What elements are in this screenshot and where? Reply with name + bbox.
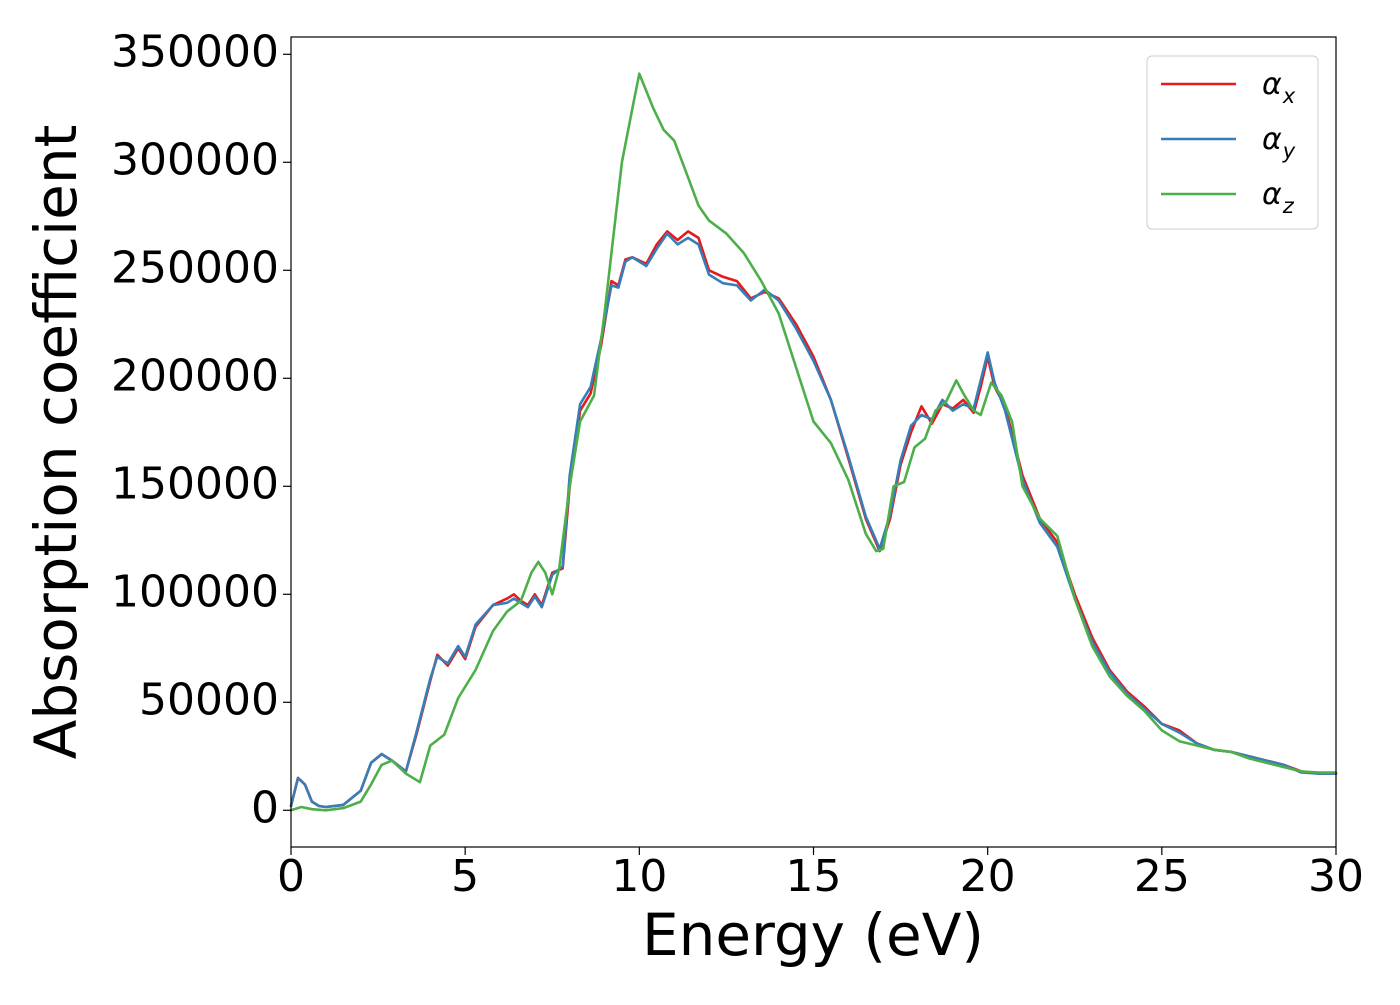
x-tick-label: 0 bbox=[277, 851, 305, 902]
x-axis-title: Energy (eV) bbox=[642, 901, 984, 969]
y-axis-ticks: 0 50000 100000 150000 200000 250000 300000 3500… bbox=[111, 26, 291, 833]
y-tick-label: 250000 bbox=[111, 242, 279, 293]
x-tick-label: 15 bbox=[786, 851, 842, 902]
y-tick-label: 50000 bbox=[139, 674, 279, 725]
x-tick-label: 25 bbox=[1134, 851, 1190, 902]
x-tick-label: 30 bbox=[1308, 851, 1364, 902]
series-line-x bbox=[289, 230, 1338, 809]
x-tick-label: 5 bbox=[451, 851, 479, 902]
x-tick-label: 10 bbox=[611, 851, 667, 902]
y-tick-label: 300000 bbox=[111, 134, 279, 185]
y-tick-label: 350000 bbox=[111, 26, 279, 77]
x-tick-label: 20 bbox=[960, 851, 1016, 902]
y-tick-label: 0 bbox=[251, 782, 279, 833]
legend-box bbox=[1146, 55, 1319, 230]
x-axis-ticks: 0 5 10 15 20 25 30 bbox=[277, 847, 1364, 902]
series-layer bbox=[289, 72, 1338, 812]
series-line-y bbox=[289, 232, 1338, 809]
series-line-z bbox=[289, 72, 1338, 812]
y-tick-label: 100000 bbox=[111, 566, 279, 617]
y-tick-label: 200000 bbox=[111, 350, 279, 401]
y-axis-title: Absorption coefficient bbox=[22, 125, 90, 760]
y-tick-label: 150000 bbox=[111, 458, 279, 509]
